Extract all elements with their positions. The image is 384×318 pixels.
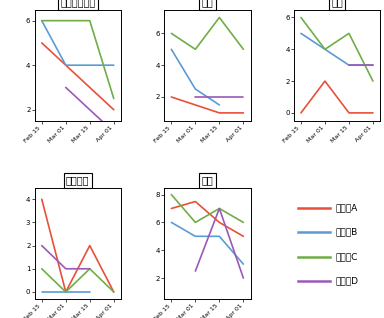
Title: うつ: うつ <box>202 0 213 7</box>
Text: 参加者C: 参加者C <box>335 252 358 261</box>
Title: 息苦しさ: 息苦しさ <box>66 176 89 185</box>
Text: 参加者B: 参加者B <box>335 228 358 237</box>
Title: 思考力の低下: 思考力の低下 <box>60 0 95 7</box>
Text: 参加者D: 参加者D <box>335 277 358 286</box>
Title: 疲労: 疲労 <box>202 176 213 185</box>
Title: 不眠: 不眠 <box>331 0 343 7</box>
Text: 参加者A: 参加者A <box>335 203 358 212</box>
